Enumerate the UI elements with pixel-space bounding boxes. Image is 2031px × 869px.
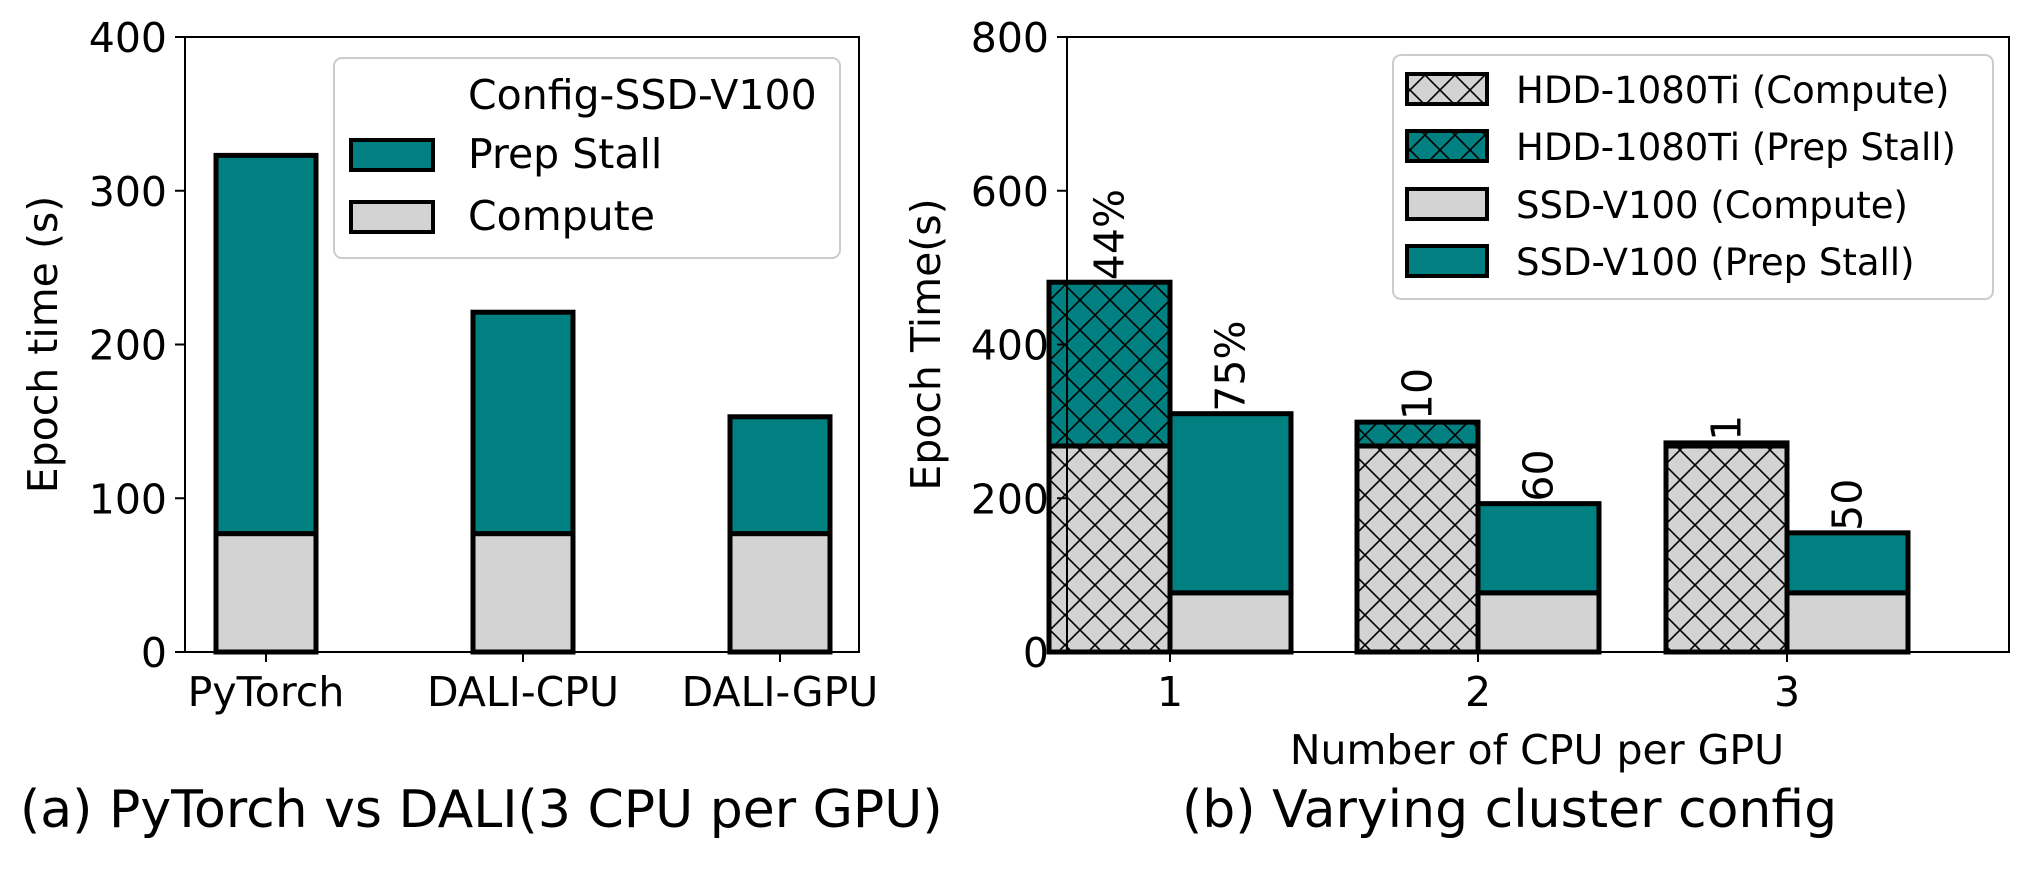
y-tick-label: 0 xyxy=(1023,629,1049,677)
annotation-hdd: 1 xyxy=(1703,415,1751,441)
chart-b: 44% 75% 10 60 1 50 0 200 400 600 800 1 2 3 Number of C… xyxy=(902,14,2010,774)
y-tick-label: 800 xyxy=(971,14,1049,62)
x-tick-label: DALI-CPU xyxy=(427,668,619,716)
legend-swatch xyxy=(349,200,435,234)
bar-compute xyxy=(727,531,833,655)
y-tick-label: 400 xyxy=(89,14,167,62)
legend-swatch xyxy=(349,138,435,172)
bar-hdd-prep-stall xyxy=(1663,440,1790,449)
annotation-hdd: 10 xyxy=(1394,368,1442,420)
y-tick-label: 300 xyxy=(89,168,167,216)
legend-swatch xyxy=(1405,72,1489,106)
annotation-ssd: 60 xyxy=(1515,449,1563,501)
bar-hdd-compute xyxy=(1663,443,1790,655)
y-axis-label: Epoch Time(s) xyxy=(902,198,950,490)
caption-a: (a) PyTorch vs DALI(3 CPU per GPU) xyxy=(20,780,943,840)
x-tick-label: 2 xyxy=(1465,668,1491,716)
x-tick-label: 1 xyxy=(1157,668,1183,716)
y-tick-label: 600 xyxy=(971,168,1049,216)
legend-swatch xyxy=(1405,187,1489,221)
legend-swatch-fill xyxy=(1407,246,1487,276)
legend-label: Prep Stall xyxy=(468,130,662,178)
y-tick-label: 200 xyxy=(971,475,1049,523)
legend-box xyxy=(333,57,841,259)
bar-hdd-prep-stall xyxy=(1354,419,1481,449)
bar-compute xyxy=(470,531,576,655)
y-tick-label: 400 xyxy=(971,322,1049,370)
annotation-ssd: 50 xyxy=(1824,479,1872,531)
x-tick-label: DALI-GPU xyxy=(682,668,879,716)
bar-compute xyxy=(213,531,319,655)
legend-box xyxy=(1392,54,1994,300)
legend-label: SSD-V100 (Prep Stall) xyxy=(1516,241,1915,284)
bar-hdd-prep-stall xyxy=(1046,279,1173,449)
legend-label: HDD-1080Ti (Compute) xyxy=(1516,69,1949,112)
bar-prep-stall xyxy=(213,152,319,537)
legend-swatch-fill xyxy=(1407,189,1487,219)
legend-label: HDD-1080Ti (Prep Stall) xyxy=(1516,126,1956,169)
legend-swatch xyxy=(1405,129,1489,163)
bar-hdd-compute xyxy=(1046,443,1173,655)
caption-b: (b) Varying cluster config xyxy=(1182,780,1838,840)
bar-prep-stall xyxy=(727,414,833,537)
bar-prep-stall xyxy=(470,309,576,537)
legend-label: SSD-V100 (Compute) xyxy=(1516,184,1908,227)
bar-ssd-compute xyxy=(1475,590,1602,655)
bar-ssd-compute xyxy=(1784,590,1911,655)
annotation-ssd: 75% xyxy=(1207,321,1255,412)
bar-ssd-prep-stall xyxy=(1167,411,1294,596)
legend-a: Config-SSD-V100 Prep Stall Compute xyxy=(333,57,841,259)
x-tick-label: 3 xyxy=(1774,668,1800,716)
y-tick-label: 100 xyxy=(89,475,167,523)
legend-swatch xyxy=(1405,244,1489,278)
legend-b: HDD-1080Ti (Compute) HDD-1080Ti (Prep Sta… xyxy=(1392,54,1994,300)
bar-ssd-prep-stall xyxy=(1784,530,1911,596)
x-tick-label: PyTorch xyxy=(188,668,345,716)
legend-label: Compute xyxy=(468,192,655,240)
bar-ssd-prep-stall xyxy=(1475,501,1602,596)
bar-ssd-compute xyxy=(1167,590,1294,655)
x-axis-label: Number of CPU per GPU xyxy=(1290,726,1784,774)
chart-a: 0 100 200 300 400 PyTorch DALI-CPU DALI-GPU Epoc… xyxy=(19,14,878,716)
legend-title: Config-SSD-V100 xyxy=(468,71,817,119)
y-tick-label: 0 xyxy=(141,629,167,677)
annotation-hdd: 44% xyxy=(1086,189,1134,280)
y-axis-label: Epoch time (s) xyxy=(19,196,67,494)
bar-hdd-compute xyxy=(1354,443,1481,655)
y-tick-label: 200 xyxy=(89,322,167,370)
